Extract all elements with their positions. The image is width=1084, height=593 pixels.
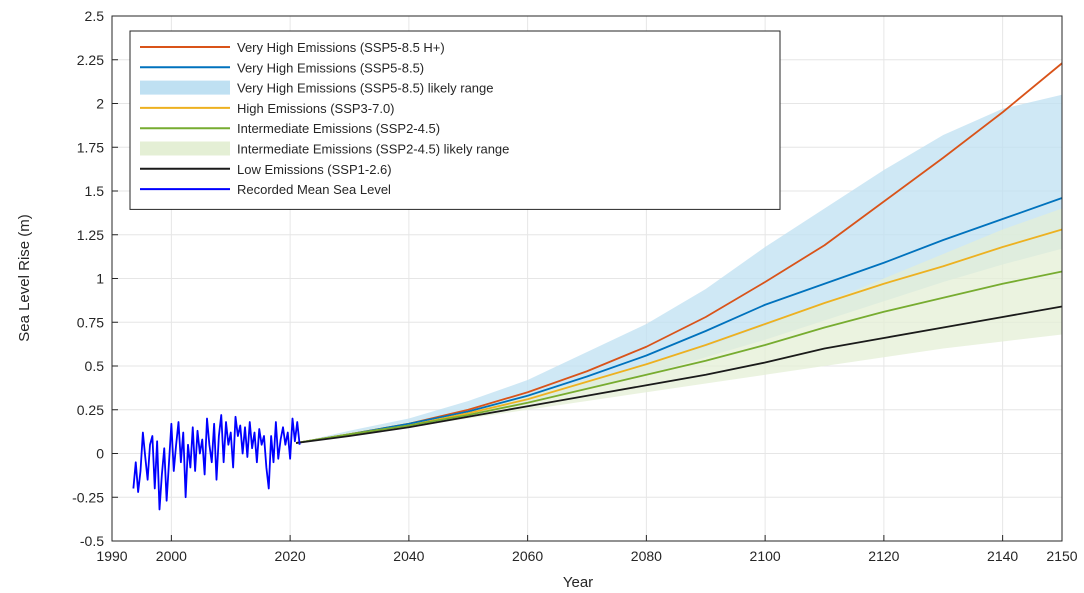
y-tick-label: 1.25 xyxy=(77,227,104,243)
x-tick-label: 2020 xyxy=(275,548,306,564)
y-axis-ticks: -0.5 -0.25 0 0.25 0.5 0.75 1 1.25 1.5 1.75 2 2.25 2.… xyxy=(72,8,118,549)
legend-label: Intermediate Emissions (SSP2-4.5) likely… xyxy=(237,142,509,157)
x-tick-label: 2120 xyxy=(868,548,899,564)
series-line xyxy=(295,197,1063,444)
legend-label: Recorded Mean Sea Level xyxy=(237,182,391,197)
legend-label: Very High Emissions (SSP5-8.5) likely ra… xyxy=(237,81,494,96)
legend-label: Very High Emissions (SSP5-8.5 H+) xyxy=(237,40,445,55)
series-line xyxy=(132,414,301,511)
x-tick-label: 2000 xyxy=(156,548,187,564)
series-lines xyxy=(132,62,1063,511)
legend-box xyxy=(129,30,781,210)
legend-swatch xyxy=(140,80,230,95)
x-tick-label: 2080 xyxy=(631,548,662,564)
likely-range-bands xyxy=(296,94,1062,443)
x-tick-label: 2040 xyxy=(393,548,424,564)
y-tick-label: -0.5 xyxy=(80,533,104,549)
legend-label: Very High Emissions (SSP5-8.5) xyxy=(237,60,424,75)
y-tick-label: -0.25 xyxy=(72,489,104,505)
x-tick-label: 2100 xyxy=(750,548,781,564)
series-line xyxy=(295,305,1063,444)
legend-swatch xyxy=(140,141,230,156)
y-tick-label: 0.25 xyxy=(77,402,104,418)
legend-label: Intermediate Emissions (SSP2-4.5) xyxy=(237,121,440,136)
x-tick-label: 2150 xyxy=(1046,548,1077,564)
series-line xyxy=(295,270,1063,444)
y-tick-label: 0.5 xyxy=(85,358,105,374)
y-axis-title: Sea Level Rise (m) xyxy=(16,214,33,342)
y-tick-label: 1 xyxy=(96,271,104,287)
legend-label: High Emissions (SSP3-7.0) xyxy=(237,101,395,116)
y-tick-label: 1.5 xyxy=(85,183,105,199)
x-tick-label: 1990 xyxy=(96,548,127,564)
y-tick-label: 0.75 xyxy=(77,314,104,330)
likely-range-band xyxy=(296,94,1062,443)
y-tick-label: 0 xyxy=(96,446,104,462)
y-tick-label: 2.5 xyxy=(85,8,105,24)
legend: Very High Emissions (SSP5-8.5 H+) Very Hi… xyxy=(129,30,781,210)
x-axis-title: Year xyxy=(563,574,593,591)
x-axis-ticks: 1990 2000 2020 2040 2060 2080 2100 2120 2140 2150 xyxy=(96,535,1078,564)
x-tick-label: 2060 xyxy=(512,548,543,564)
y-tick-label: 1.75 xyxy=(77,139,104,155)
y-tick-label: 2 xyxy=(96,96,104,112)
x-tick-label: 2140 xyxy=(987,548,1018,564)
legend-label: Low Emissions (SSP1-2.6) xyxy=(237,162,392,177)
y-tick-label: 2.25 xyxy=(77,52,104,68)
likely-range-band xyxy=(296,208,1062,443)
